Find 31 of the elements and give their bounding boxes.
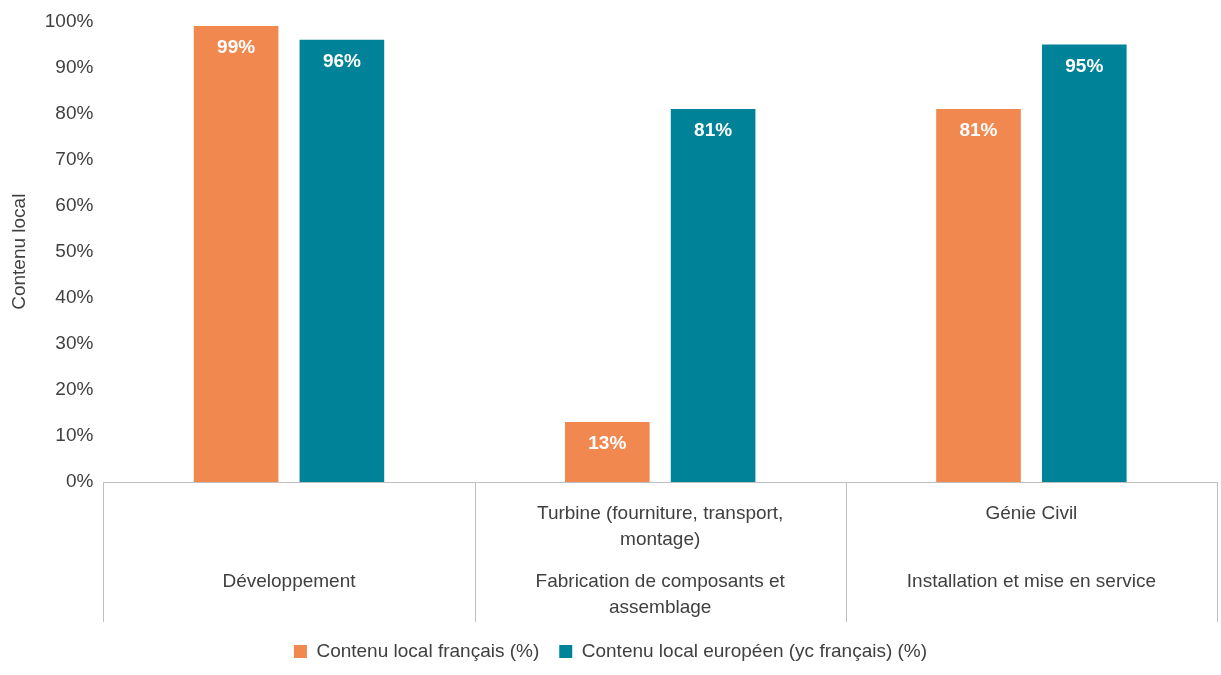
data-label: 81% (694, 119, 733, 141)
y-tick-label: 80% (55, 101, 94, 123)
data-label: 96% (322, 50, 362, 72)
bar (1041, 44, 1127, 482)
y-tick-label: 60% (55, 193, 94, 215)
legend-label: Contenu local français (%) (316, 639, 540, 661)
text: Fabrication de composants et assemblage (535, 570, 786, 618)
legend-label: Contenu local européen (yc français) (%) (581, 639, 928, 661)
y-axis-title: Contenu local (7, 193, 29, 310)
x-tick-label: Turbine (fourniture, transport, montage) (536, 502, 784, 550)
y-tick-label: 10% (55, 424, 94, 446)
bar (193, 26, 279, 482)
y-tick-label: 100% (44, 9, 94, 31)
bar (564, 422, 650, 482)
data-label: 99% (217, 36, 256, 58)
x-tick-label: Génie Civil (985, 502, 1078, 524)
bar (936, 108, 1021, 482)
y-tick-label: 30% (55, 332, 94, 354)
y-tick-label: 0% (65, 470, 94, 492)
y-tick-label: 20% (55, 378, 94, 400)
text: Développement (222, 570, 357, 592)
bar (299, 39, 385, 482)
data-label: 81% (959, 119, 998, 141)
y-tick-label: 90% (55, 55, 94, 77)
y-tick-label: 50% (55, 239, 94, 261)
text: Installation et mise en service (906, 570, 1157, 592)
y-tick-label: 70% (55, 147, 94, 169)
data-label: 13% (588, 432, 627, 454)
bar (670, 108, 756, 482)
y-tick-label: 40% (55, 285, 94, 307)
data-label: 95% (1065, 54, 1104, 76)
